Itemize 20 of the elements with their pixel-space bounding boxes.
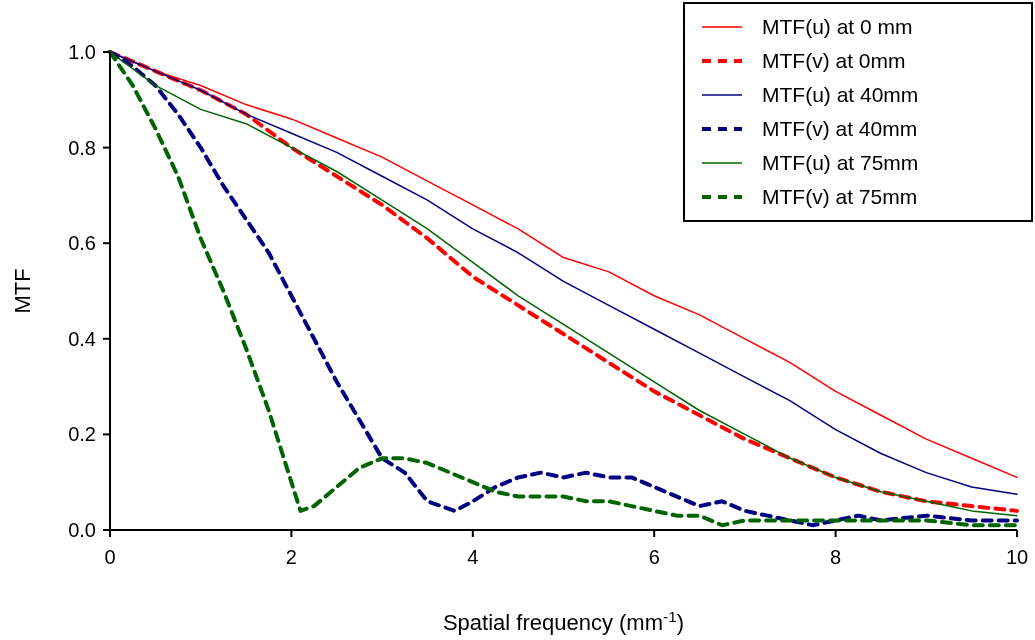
legend-label: MTF(u) at 75mm bbox=[762, 151, 919, 175]
legend-label: MTF(v) at 40mm bbox=[762, 117, 918, 141]
x-tick-label: 8 bbox=[830, 546, 842, 568]
x-tick-label: 6 bbox=[648, 546, 660, 568]
y-tick-label: 0.4 bbox=[68, 327, 96, 350]
legend-label: MTF(u) at 40mm bbox=[762, 83, 919, 107]
legend-label: MTF(v) at 75mm bbox=[762, 185, 918, 209]
x-axis-title: Spatial frequency (mm$^{-1}$) bbox=[442, 607, 685, 635]
legend-label: MTF(u) at 0 mm bbox=[762, 15, 913, 39]
y-tick-label: 1.0 bbox=[68, 41, 96, 63]
y-axis-title: MTF bbox=[10, 268, 35, 314]
x-tick-label: 10 bbox=[1005, 546, 1029, 568]
y-tick-label: 0.6 bbox=[68, 232, 96, 255]
y-tick-label: 0.8 bbox=[68, 136, 96, 159]
legend-label: MTF(v) at 0mm bbox=[762, 49, 906, 73]
x-tick-label: 2 bbox=[285, 546, 297, 568]
y-tick-label: 0.2 bbox=[68, 423, 96, 446]
x-tick-label: 4 bbox=[467, 546, 479, 568]
y-tick-label: 0.0 bbox=[68, 519, 96, 541]
x-tick-label: 0 bbox=[104, 546, 116, 568]
